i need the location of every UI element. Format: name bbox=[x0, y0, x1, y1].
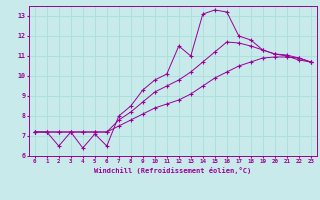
X-axis label: Windchill (Refroidissement éolien,°C): Windchill (Refroidissement éolien,°C) bbox=[94, 167, 252, 174]
